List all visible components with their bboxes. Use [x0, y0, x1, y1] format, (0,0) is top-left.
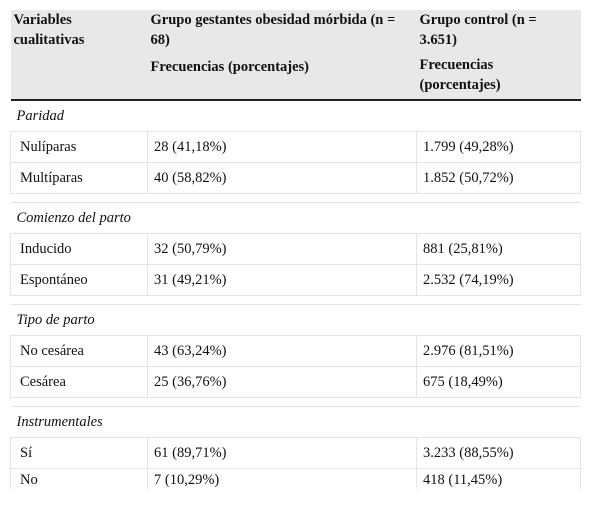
cell-obese: 40 (58,82%) [147, 162, 417, 194]
cell-obese: 31 (49,21%) [147, 264, 417, 296]
group-title: Paridad [10, 99, 581, 132]
data-table: Variables cualitativas Grupo gestantes o… [10, 10, 581, 489]
group-row: Comienzo del parto [10, 202, 581, 234]
group-title: Instrumentales [10, 406, 581, 438]
table-container: Variables cualitativas Grupo gestantes o… [10, 10, 581, 489]
table-row: Nulíparas 28 (41,18%) 1.799 (49,28%) [10, 131, 581, 163]
group-row: Instrumentales [10, 406, 581, 438]
row-label: No [10, 468, 148, 489]
header-control-subtitle: Frecuencias (porcentajes) [419, 57, 501, 93]
cell-obese: 32 (50,79%) [147, 233, 417, 265]
header-obese-title: Grupo gestantes obesidad mórbida (n = 68… [150, 12, 396, 48]
cell-control: 675 (18,49%) [416, 366, 581, 398]
cell-control: 2.976 (81,51%) [416, 335, 581, 367]
spacer-row [10, 295, 581, 305]
cell-obese: 61 (89,71%) [147, 437, 417, 469]
table-row: Sí 61 (89,71%) 3.233 (88,55%) [10, 437, 581, 469]
cell-obese: 28 (41,18%) [147, 131, 417, 163]
spacer-row [10, 397, 581, 407]
cell-obese: 43 (63,24%) [147, 335, 417, 367]
cell-control: 1.852 (50,72%) [416, 162, 581, 194]
cell-control: 418 (11,45%) [416, 468, 581, 489]
table-header: Variables cualitativas Grupo gestantes o… [10, 10, 581, 101]
table-row: Inducido 32 (50,79%) 881 (25,81%) [10, 233, 581, 265]
header-obese-group: Grupo gestantes obesidad mórbida (n = 68… [147, 10, 417, 101]
cell-control: 881 (25,81%) [416, 233, 581, 265]
group-row: Paridad [10, 99, 581, 132]
group-row: Tipo de parto [10, 304, 581, 336]
row-label: Cesárea [10, 366, 148, 398]
header-control-title: Grupo control (n = 3.651) [419, 12, 537, 48]
table-row: No 7 (10,29%) 418 (11,45%) [10, 468, 581, 489]
row-label: Espontáneo [10, 264, 148, 296]
cell-control: 1.799 (49,28%) [416, 131, 581, 163]
table-row: Multíparas 40 (58,82%) 1.852 (50,72%) [10, 162, 581, 194]
cell-obese: 25 (36,76%) [147, 366, 417, 398]
cell-control: 2.532 (74,19%) [416, 264, 581, 296]
header-obese-subtitle: Frecuencias (porcentajes) [150, 59, 310, 75]
group-title: Tipo de parto [10, 304, 581, 336]
cell-obese: 7 (10,29%) [147, 468, 417, 489]
table-row: No cesárea 43 (63,24%) 2.976 (81,51%) [10, 335, 581, 367]
header-control-group: Grupo control (n = 3.651) Frecuencias (p… [416, 10, 581, 101]
row-label: Nulíparas [10, 131, 148, 163]
group-title: Comienzo del parto [10, 202, 581, 234]
row-label: No cesárea [10, 335, 148, 367]
header-variables: Variables cualitativas [10, 10, 148, 101]
table-row: Espontáneo 31 (49,21%) 2.532 (74,19%) [10, 264, 581, 296]
cell-control: 3.233 (88,55%) [416, 437, 581, 469]
table-body: Paridad Nulíparas 28 (41,18%) 1.799 (49,… [10, 99, 581, 489]
row-label: Multíparas [10, 162, 148, 194]
row-label: Sí [10, 437, 148, 469]
table-row: Cesárea 25 (36,76%) 675 (18,49%) [10, 366, 581, 398]
spacer-row [10, 193, 581, 203]
row-label: Inducido [10, 233, 148, 265]
